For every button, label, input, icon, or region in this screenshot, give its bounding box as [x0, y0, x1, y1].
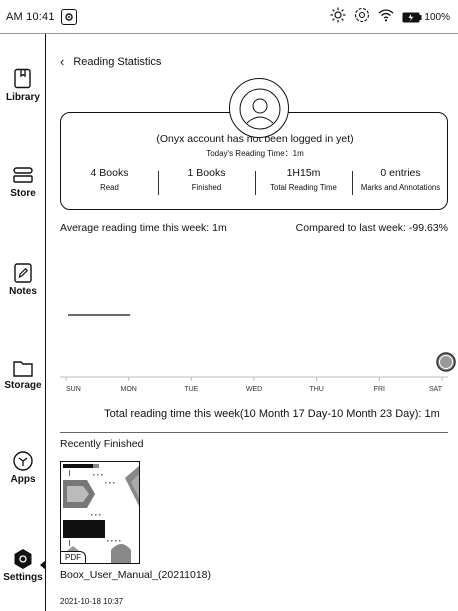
chart-tick-label: FRI	[374, 386, 385, 393]
sidebar-item-storage[interactable]: Storage	[0, 358, 46, 391]
store-icon	[12, 166, 34, 186]
avatar-icon	[239, 88, 281, 130]
stat-value: 4 Books	[90, 167, 129, 179]
sidebar-label-library: Library	[6, 92, 40, 103]
sidebar-item-library[interactable]: Library	[0, 68, 46, 103]
average-reading-time: Average reading time this week: 1m	[60, 222, 227, 234]
chart-tick-label: SUN	[66, 386, 81, 393]
chart-tick-label: SAT	[429, 386, 443, 393]
weekly-total: Total reading time this week(10 Month 17…	[104, 408, 440, 420]
pdf-badge: PDF	[61, 551, 86, 563]
chart-tick-label: TUE	[184, 386, 198, 393]
battery-icon: 100%	[402, 12, 450, 23]
main-content: ‹ Reading Statistics (Onyx account has n…	[46, 34, 458, 611]
section-divider	[60, 432, 448, 433]
library-icon	[13, 68, 33, 90]
chart-point-inner	[439, 355, 453, 369]
settings-icon	[12, 548, 34, 570]
stat-value: 0 entries	[380, 167, 421, 179]
sidebar-label-apps: Apps	[10, 474, 36, 485]
stat-finished[interactable]: 1 Books Finished	[158, 167, 255, 197]
page-header: ‹ Reading Statistics	[60, 54, 161, 69]
apps-icon	[12, 450, 34, 472]
stat-label: Finished	[191, 183, 222, 192]
today-reading-time: Today's Reading Time：1m	[206, 149, 304, 158]
recently-finished-title: Recently Finished	[60, 438, 144, 450]
stat-read[interactable]: 4 Books Read	[61, 167, 158, 197]
stat-label: Read	[100, 183, 119, 192]
active-indicator-icon	[40, 557, 46, 575]
wifi-icon[interactable]	[378, 8, 394, 27]
sidebar-item-store[interactable]: Store	[0, 166, 46, 199]
status-icons: 100%	[330, 0, 450, 34]
brightness-icon[interactable]	[330, 7, 346, 28]
weekly-summary-row: Average reading time this week: 1m Compa…	[60, 222, 448, 234]
stat-marks-annotations[interactable]: 0 entries Marks and Annotations	[352, 167, 449, 197]
account-status[interactable]: (Onyx account has not been logged in yet…	[156, 133, 354, 145]
book-title[interactable]: Boox_User_Manual_(20211018)	[60, 569, 211, 581]
book-date: 2021-10-18 10:37	[60, 597, 124, 606]
stat-value: 1 Books	[187, 167, 226, 179]
sidebar-item-notes[interactable]: Notes	[0, 262, 46, 297]
battery-percent: 100%	[424, 11, 450, 23]
stats-row: 4 Books Read 1 Books Finished 1H15m Tota…	[61, 167, 449, 197]
avatar[interactable]	[229, 78, 289, 138]
sidebar-label-notes: Notes	[9, 286, 37, 297]
sync-icon[interactable]	[354, 7, 370, 28]
sidebar-item-settings[interactable]: Settings	[0, 548, 46, 583]
stat-label: Marks and Annotations	[360, 183, 441, 192]
compared-last-week: Compared to last week: -99.63%	[295, 222, 448, 234]
stat-total-reading-time[interactable]: 1H15m Total Reading Time	[255, 167, 352, 197]
back-chevron-icon[interactable]: ‹	[60, 54, 65, 69]
app-chip-icon[interactable]	[60, 8, 77, 25]
book-cover-art	[63, 464, 139, 563]
sidebar-label-storage: Storage	[4, 380, 42, 391]
sidebar-item-apps[interactable]: Apps	[0, 450, 46, 485]
status-time: AM 10:41	[6, 10, 55, 23]
chart-tick-label: WED	[246, 386, 262, 393]
notes-icon	[13, 262, 33, 284]
stat-value: 1H15m	[286, 167, 321, 179]
weekly-reading-chart: SUN MON TUE WED THU FRI SAT	[60, 314, 456, 393]
book-cover[interactable]: PDF	[60, 461, 140, 564]
status-bar: AM 10:41 100%	[0, 0, 458, 34]
storage-icon	[12, 358, 34, 378]
chart-tick-label: MON	[120, 386, 136, 393]
chart-tick-label: THU	[309, 386, 323, 393]
stat-label: Total Reading Time	[270, 183, 337, 192]
sidebar: Library Store Notes Storage Apps Setting…	[0, 34, 46, 611]
sidebar-label-store: Store	[10, 188, 36, 199]
page-title: Reading Statistics	[73, 55, 162, 68]
sidebar-label-settings: Settings	[3, 572, 43, 583]
